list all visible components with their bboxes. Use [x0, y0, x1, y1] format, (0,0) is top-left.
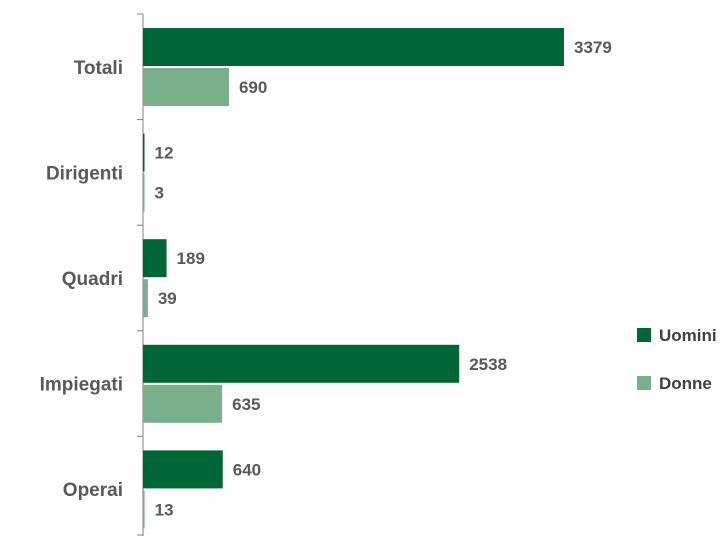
value-label-donne-quadri: 39 [158, 289, 177, 308]
legend: Uomini Donne [637, 326, 717, 393]
axis-layer [137, 13, 144, 536]
value-label-uomini-operai: 640 [233, 460, 261, 479]
category-label-dirigenti: Dirigenti [46, 163, 123, 184]
bar-uomini-impiegati [143, 344, 460, 383]
legend-swatch-uomini [637, 328, 651, 342]
category-label-impiegati: Impiegati [40, 375, 123, 396]
value-label-donne-dirigenti: 3 [155, 184, 164, 203]
bar-donne-impiegati [143, 384, 223, 423]
legend-swatch-donne [637, 376, 651, 390]
bar-donne-dirigenti [143, 173, 145, 212]
value-label-uomini-quadri: 189 [177, 249, 205, 268]
bar-uomini-dirigenti [143, 133, 145, 172]
value-label-uomini-impiegati: 2538 [469, 355, 507, 374]
category-label-totali: Totali [74, 58, 123, 79]
category-label-operai: Operai [63, 480, 123, 501]
bar-uomini-operai [143, 450, 223, 489]
label-layer: Totali 3379 690 Dirigenti 12 3 Quadri 189 39 Impi… [40, 38, 612, 519]
category-label-quadri: Quadri [62, 269, 123, 290]
bar-uomini-quadri [143, 239, 167, 278]
bar-layer [143, 28, 564, 529]
value-label-uomini-dirigenti: 12 [155, 144, 174, 163]
legend-label-uomini: Uomini [659, 326, 717, 345]
legend-label-donne: Donne [659, 374, 712, 393]
value-label-donne-impiegati: 635 [232, 395, 260, 414]
bar-donne-totali [143, 68, 229, 106]
value-label-donne-totali: 690 [239, 78, 267, 97]
bar-donne-quadri [143, 279, 148, 318]
bar-donne-operai [143, 490, 145, 529]
bar-uomini-totali [143, 28, 564, 66]
value-label-uomini-totali: 3379 [574, 38, 612, 57]
value-label-donne-operai: 13 [155, 500, 174, 519]
